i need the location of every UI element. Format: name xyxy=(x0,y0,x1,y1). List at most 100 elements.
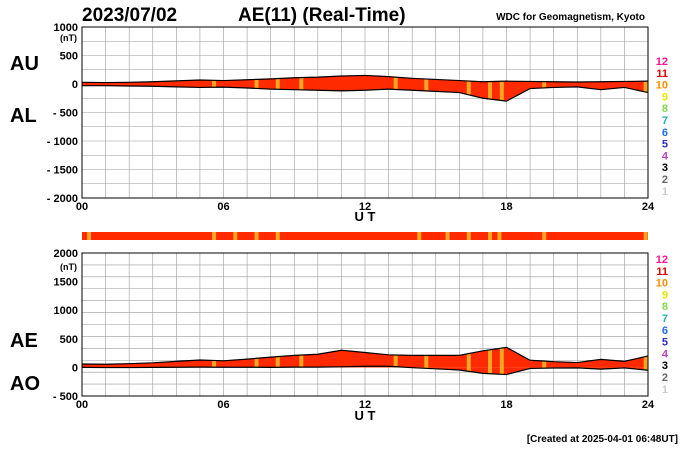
status-bar-marker xyxy=(542,232,547,240)
highlight-mark xyxy=(393,77,398,90)
y-tick-label: - 1000 xyxy=(47,136,78,148)
x-tick-label: 12 xyxy=(359,399,371,411)
scale-label: 2 xyxy=(662,174,668,186)
scale-label: 1 xyxy=(662,384,668,396)
x-tick-label: 24 xyxy=(642,201,655,213)
x-tick-label: 12 xyxy=(359,201,371,213)
status-bar-marker xyxy=(233,232,238,240)
y-tick-label: 0 xyxy=(72,362,78,374)
scale-label: 9 xyxy=(662,289,668,301)
highlight-mark xyxy=(542,81,547,88)
chart-title: AE(11) (Real-Time) xyxy=(238,5,406,26)
scale-label: 7 xyxy=(662,115,668,127)
highlight-mark xyxy=(643,81,648,93)
ae-ao-unit-label: (nT) xyxy=(60,262,77,272)
status-bar-base xyxy=(82,232,648,240)
scale-label: 9 xyxy=(662,91,668,103)
date-title: 2023/07/02 xyxy=(82,5,177,26)
highlight-mark xyxy=(212,80,217,88)
status-bar-marker xyxy=(466,232,471,240)
highlight-mark xyxy=(542,361,547,369)
highlight-mark xyxy=(643,356,648,371)
status-bar-marker xyxy=(212,232,217,240)
au-label: AU xyxy=(10,53,39,75)
au-al-areas xyxy=(82,75,648,102)
y-tick-label: - 2000 xyxy=(47,193,78,205)
ae-label: AE xyxy=(10,330,38,352)
x-tick-label: 18 xyxy=(500,399,512,411)
y-tick-label: 1500 xyxy=(54,277,78,289)
highlight-mark xyxy=(299,77,304,90)
scale-label: 6 xyxy=(662,325,668,337)
ao-series-line xyxy=(81,365,649,376)
scale-label: 2 xyxy=(662,372,668,384)
x-tick-label: 24 xyxy=(642,399,655,411)
scale-label: 8 xyxy=(662,301,668,313)
highlight-mark xyxy=(499,81,504,101)
y-tick-label: 1000 xyxy=(54,305,78,317)
ae-ao-lines xyxy=(81,346,649,376)
x-tick-label: 00 xyxy=(76,399,88,411)
au-al-grid xyxy=(82,27,648,198)
y-tick-label: 500 xyxy=(60,51,78,63)
ae-ao-plot-frame xyxy=(81,252,649,397)
highlight-mark xyxy=(424,78,429,91)
al-series-line xyxy=(82,85,649,102)
created-timestamp: [Created at 2025-04-01 06:48UT] xyxy=(527,434,678,445)
highlight-mark xyxy=(487,349,492,374)
x-tick-label: 06 xyxy=(217,201,229,213)
au-al-highlights xyxy=(212,77,648,101)
scale-label: 4 xyxy=(662,348,669,360)
ae-ao-x-axis-label: U T xyxy=(355,408,376,423)
x-tick-label: 18 xyxy=(500,201,512,213)
highlight-mark xyxy=(299,355,304,368)
au-al-plot-frame xyxy=(81,26,649,199)
status-bar-marker xyxy=(87,232,92,240)
scale-label: 6 xyxy=(662,127,668,139)
ae-area xyxy=(82,347,648,368)
highlight-mark xyxy=(212,360,217,368)
scale-label: 3 xyxy=(662,360,668,372)
al-label: AL xyxy=(10,105,37,127)
ao-area xyxy=(82,366,648,375)
highlight-mark xyxy=(487,81,492,100)
au-al-x-ticks: 00 06 12 18 24 xyxy=(76,201,655,213)
highlight-mark xyxy=(466,81,471,95)
scale-label: 3 xyxy=(662,162,668,174)
scale-label: 1 xyxy=(662,186,668,198)
highlight-mark xyxy=(275,78,280,90)
au-al-x-axis-label: U T xyxy=(355,209,376,224)
status-bar-marker xyxy=(487,232,492,240)
y-tick-label: - 1500 xyxy=(47,165,78,177)
status-bar-marker xyxy=(497,232,502,240)
scale-label: 8 xyxy=(662,103,668,115)
scale-label: 11 xyxy=(656,266,668,278)
scale-label: 5 xyxy=(662,337,668,349)
status-bar xyxy=(82,232,648,240)
highlight-mark xyxy=(254,79,259,89)
status-bar-marker xyxy=(275,232,280,240)
y-tick-label: 1000 xyxy=(54,22,78,34)
au-al-y-ticks: 1000 500 0 - 500 - 1000 - 1500 - 2000 xyxy=(47,22,78,205)
ao-label: AO xyxy=(10,373,40,395)
scale-label: 7 xyxy=(662,313,668,325)
highlight-mark xyxy=(393,354,398,367)
highlight-mark xyxy=(424,355,429,369)
ae-series-line xyxy=(81,346,649,365)
ae-ao-areas xyxy=(82,347,648,375)
highlight-mark xyxy=(254,358,259,368)
x-tick-label: 06 xyxy=(217,399,229,411)
y-tick-label: - 500 xyxy=(53,391,78,403)
y-tick-label: 0 xyxy=(72,79,78,91)
ae-ao-highlights xyxy=(212,348,648,375)
scale-label: 12 xyxy=(656,56,668,68)
status-bar-marker xyxy=(417,232,422,240)
y-tick-label: - 500 xyxy=(53,108,78,120)
y-tick-label: 500 xyxy=(60,334,78,346)
status-bar-marker xyxy=(445,232,450,240)
scale-label: 10 xyxy=(656,278,668,290)
